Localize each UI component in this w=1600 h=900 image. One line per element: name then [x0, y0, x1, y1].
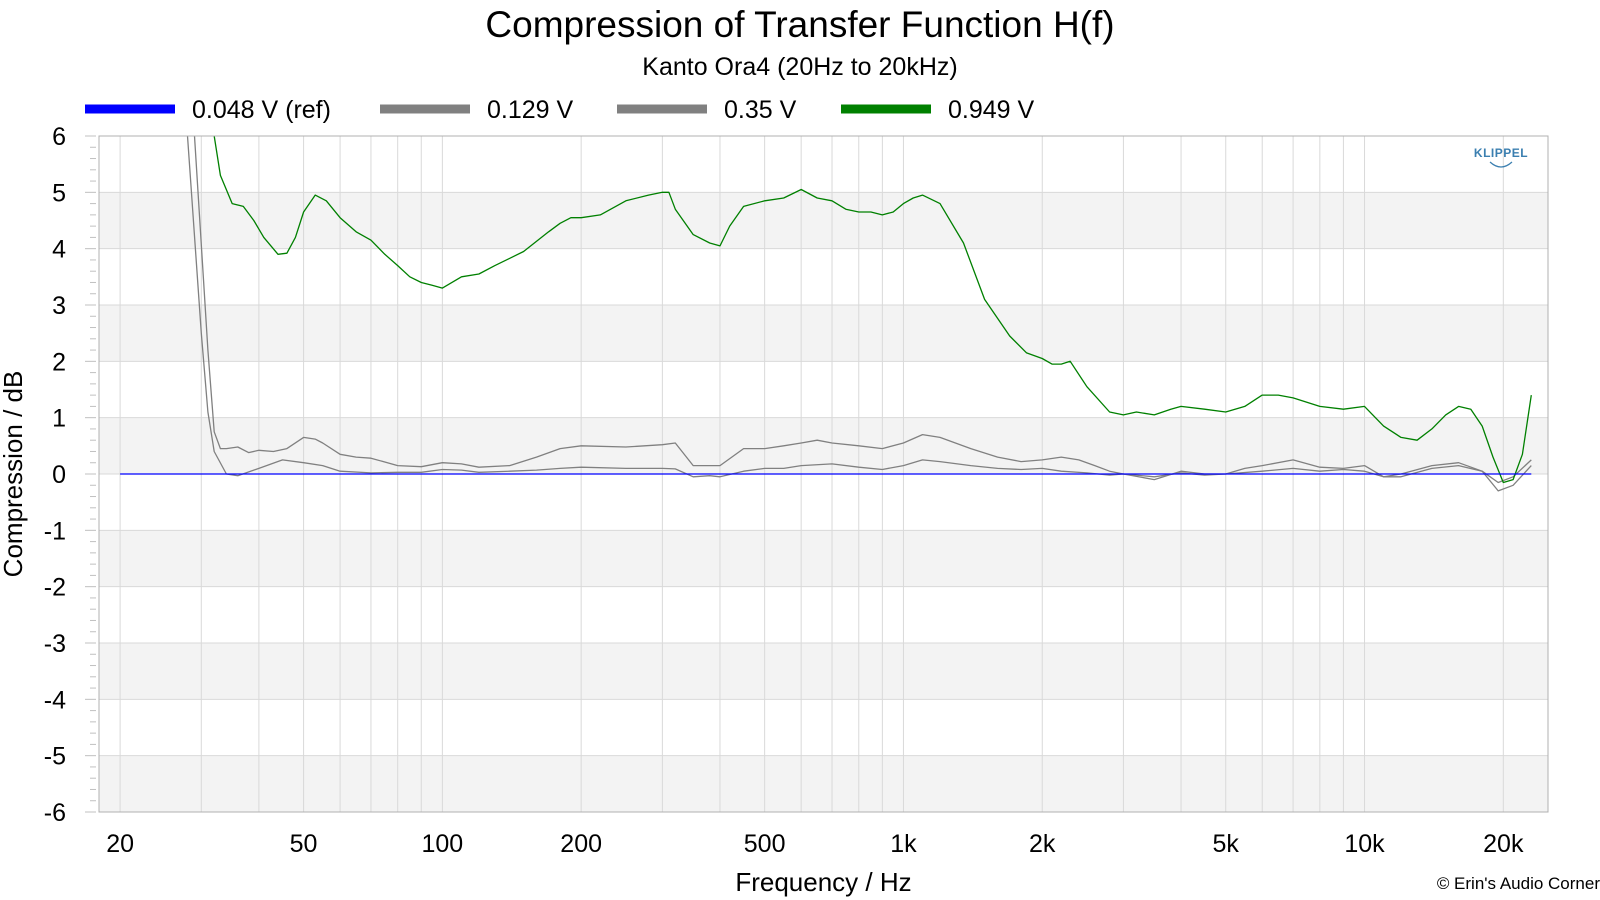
y-axis-ticks: 6 5 4 3 2 1 0 -1 -2 -3 -4 -5 -6	[44, 123, 66, 827]
plot-band	[99, 474, 1548, 531]
x-axis-ticks: 20 50 100 200 500 1k 2k 5k 10k 20k	[106, 830, 1524, 858]
x-tick-label: 500	[744, 830, 786, 858]
x-tick-label: 2k	[1029, 830, 1056, 858]
x-tick-label: 1k	[890, 830, 917, 858]
y-axis-title: Compression / dB	[0, 371, 28, 578]
y-tick-label: 0	[52, 461, 66, 489]
y-tick-label: -1	[44, 517, 66, 545]
series-line-1	[186, 136, 1532, 492]
y-tick-label: -4	[44, 686, 66, 714]
klippel-logo-arc	[1489, 161, 1513, 168]
y-tick-label: 6	[52, 123, 66, 151]
copyright-credit: © Erin's Audio Corner	[1436, 874, 1600, 893]
y-tick-label: 1	[52, 405, 66, 433]
series-layer	[120, 136, 1532, 492]
series-line-2	[193, 136, 1532, 484]
x-tick-label: 50	[290, 830, 318, 858]
plot-band	[99, 755, 1548, 812]
plot-band	[99, 699, 1548, 756]
legend-label: 0.129 V	[487, 96, 574, 124]
y-tick-label: -5	[44, 743, 66, 771]
plot-band	[99, 643, 1548, 700]
legend: 0.048 V (ref) 0.129 V 0.35 V 0.949 V	[85, 96, 1035, 124]
y-tick-label: 4	[52, 236, 66, 264]
klippel-logo-text: KLIPPEL	[1474, 146, 1528, 160]
chart-subtitle: Kanto Ora4 (20Hz to 20kHz)	[642, 53, 958, 81]
x-tick-label: 100	[422, 830, 464, 858]
plot-band	[99, 361, 1548, 418]
legend-label: 0.949 V	[948, 96, 1035, 124]
plot-frame	[98, 135, 1549, 813]
klippel-logo: KLIPPEL	[1474, 146, 1528, 168]
plot-band	[99, 305, 1548, 362]
y-tick-label: -2	[44, 574, 66, 602]
x-tick-label: 20	[106, 830, 134, 858]
y-tick-label: 3	[52, 292, 66, 320]
x-tick-label: 10k	[1344, 830, 1385, 858]
legend-label: 0.35 V	[724, 96, 797, 124]
x-tick-label: 200	[560, 830, 602, 858]
plot-band	[99, 586, 1548, 643]
y-tick-label: 5	[52, 179, 66, 207]
x-tick-label: 20k	[1483, 830, 1524, 858]
plot-band	[99, 136, 1548, 193]
series-line-3	[213, 136, 1532, 484]
plot-band	[99, 248, 1548, 305]
y-minor-ticks	[85, 135, 96, 813]
y-tick-label: 2	[52, 348, 66, 376]
legend-label: 0.048 V (ref)	[192, 96, 331, 124]
plot-band	[99, 192, 1548, 249]
y-tick-label: -3	[44, 630, 66, 658]
plot-band	[99, 530, 1548, 587]
x-axis-title: Frequency / Hz	[735, 867, 911, 897]
x-tick-label: 5k	[1213, 830, 1240, 858]
y-tick-label: -6	[44, 799, 66, 827]
plot-band	[99, 417, 1548, 474]
chart-title: Compression of Transfer Function H(f)	[485, 4, 1115, 45]
